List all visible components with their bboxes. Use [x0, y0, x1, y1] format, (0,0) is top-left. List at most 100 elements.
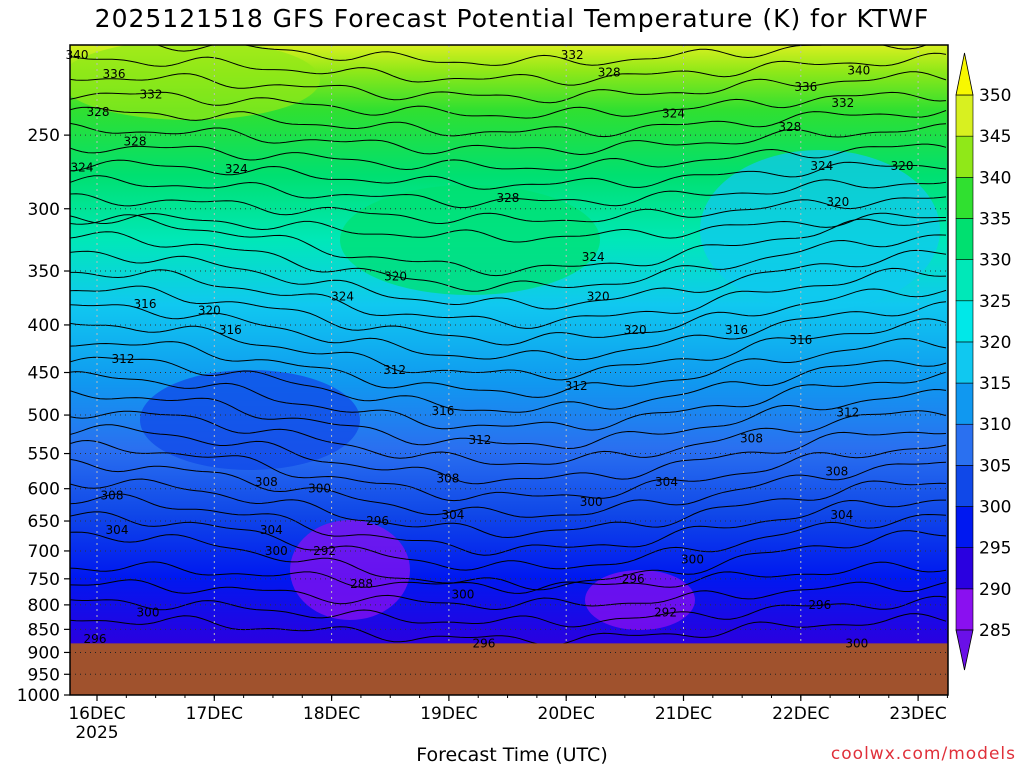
contour-line-23 — [70, 424, 947, 485]
colorbar-label: 290 — [979, 580, 1011, 600]
ground — [70, 643, 948, 695]
x-axis: 16DEC 17DEC 18DEC 19DEC 20DEC 21DEC 22DEC 23DEC… — [68, 695, 948, 743]
credit-link[interactable]: coolwx.com/models — [830, 744, 1016, 764]
x-tick-label: 17DEC — [186, 704, 243, 724]
chart-title: 2025121518 GFS Forecast Potential Temper… — [94, 4, 930, 33]
colorbar-label: 285 — [979, 621, 1011, 641]
y-tick-label: 1000 — [17, 686, 60, 706]
contour-label: 328 — [496, 191, 519, 205]
x-tick-label: 23DEC — [889, 704, 946, 724]
contour-label: 328 — [124, 135, 147, 149]
contour-line-9 — [70, 193, 947, 225]
contour-label: 320 — [624, 323, 647, 337]
contour-line-14 — [70, 267, 947, 329]
colorbar-segment — [955, 300, 974, 343]
contour-label: 316 — [725, 323, 748, 337]
contour-line-21 — [70, 388, 947, 450]
contour-label: 324 — [662, 107, 685, 121]
ground-mask — [70, 643, 948, 696]
colorbar-label: 325 — [979, 292, 1011, 312]
colorbar-label: 300 — [979, 498, 1011, 518]
contour-line-11 — [70, 214, 947, 277]
contour-line-29 — [70, 530, 947, 591]
field-blob-1 — [585, 570, 695, 630]
colorbar-label: 310 — [979, 415, 1011, 435]
contour-label: 304 — [830, 508, 853, 522]
contour-label: 328 — [598, 65, 621, 79]
contour-label: 324 — [331, 290, 354, 304]
contour-label: 312 — [468, 433, 491, 447]
y-tick-label: 550 — [28, 445, 60, 465]
contour-label: 308 — [825, 465, 848, 479]
contour-line-22 — [70, 410, 947, 465]
contour-line-1 — [70, 52, 947, 86]
contour-label: 308 — [101, 488, 124, 502]
contour-label: 340 — [847, 63, 870, 77]
contour-line-8 — [70, 175, 947, 209]
colorbar-segment — [955, 588, 974, 631]
y-tick-label: 700 — [28, 542, 60, 562]
contour-label: 304 — [106, 523, 129, 537]
contour-labels: 340 336 332 328 328 324 324 328 332 328 324 324 320 3… — [66, 48, 914, 650]
contour-line-16 — [70, 301, 947, 361]
contour-line-4 — [70, 106, 947, 138]
contour-label: 304 — [260, 523, 283, 537]
field-blob-3 — [70, 45, 320, 120]
contour-label: 324 — [582, 250, 605, 264]
contour-label: 336 — [794, 80, 817, 94]
colorbar: 285 290 295 300 305 310 315 320 325 330 335 340 345 3… — [955, 52, 1011, 671]
contour-line-18 — [70, 338, 947, 398]
contour-label: 320 — [587, 290, 610, 304]
x-tick-label: 21DEC — [655, 704, 712, 724]
colorbar-segment — [955, 218, 974, 260]
contour-line-13 — [70, 249, 947, 310]
y-tick-label: 350 — [28, 262, 60, 282]
colorbar-segment — [955, 465, 974, 507]
x-tick-label: 16DEC — [68, 704, 125, 724]
contour-label: 312 — [836, 406, 859, 420]
contour-label: 300 — [137, 605, 160, 619]
contour-label: 316 — [431, 404, 454, 418]
contour-label: 324 — [810, 159, 833, 173]
contour-label: 296 — [808, 598, 831, 612]
contour-label: 300 — [580, 495, 603, 509]
contour-label: 296 — [366, 514, 389, 528]
contour-label: 296 — [622, 572, 645, 586]
contour-label: 320 — [891, 159, 914, 173]
contour-label: 304 — [655, 475, 678, 489]
x-tick-label: 20DEC — [538, 704, 595, 724]
contour-label: 332 — [140, 87, 163, 101]
colorbar-segment — [955, 94, 974, 137]
colorbar-label: 345 — [979, 127, 1011, 147]
y-tick-label: 400 — [28, 316, 60, 336]
colorbar-label: 305 — [979, 456, 1011, 476]
y-tick-label: 650 — [28, 512, 60, 532]
x-tick-label: 18DEC — [303, 704, 360, 724]
contour-line-2 — [70, 71, 947, 104]
colorbar-label: 295 — [979, 539, 1011, 559]
contour-label: 320 — [384, 270, 407, 284]
y-tick-label: 800 — [28, 596, 60, 616]
contour-label: 308 — [436, 471, 459, 485]
contour-label: 316 — [134, 297, 157, 311]
contour-label: 300 — [265, 544, 288, 558]
contour-line-6 — [70, 143, 947, 171]
contour-label: 308 — [255, 475, 278, 489]
contour-line-17 — [70, 318, 947, 381]
colorbar-label: 335 — [979, 209, 1011, 229]
contour-label: 324 — [71, 161, 94, 175]
y-tick-label: 750 — [28, 570, 60, 590]
contour-line-30 — [70, 561, 947, 594]
colorbar-segment — [955, 177, 974, 219]
contour-label: 316 — [789, 333, 812, 347]
contour-label: 292 — [313, 544, 336, 558]
colorbar-segment — [955, 506, 974, 548]
contour-label: 328 — [778, 120, 801, 134]
plot-frame — [69, 44, 949, 696]
colorbar-bottom-arrow — [955, 629, 974, 671]
contour-label: 304 — [441, 508, 464, 522]
contour-label: 320 — [826, 195, 849, 209]
colorbar-segment — [955, 382, 974, 425]
contour-line-15 — [70, 285, 947, 346]
